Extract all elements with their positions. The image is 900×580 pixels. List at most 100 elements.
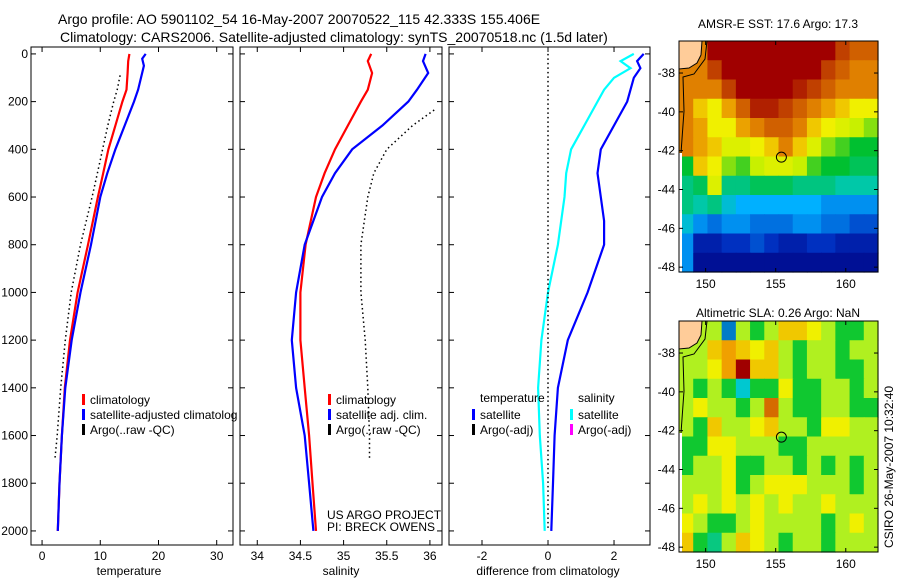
heatmap-cell [721, 98, 737, 119]
legend-label: satellite-adjusted climatolog [90, 408, 237, 422]
heatmap-cell [764, 98, 780, 119]
heatmap-cell [849, 359, 865, 380]
heatmap-cell [693, 118, 709, 138]
heatmap-cell [778, 233, 794, 254]
heatmap-cell [806, 175, 822, 196]
heatmap-cell [750, 156, 765, 177]
heatmap-cell [835, 321, 851, 341]
heatmap-cell [792, 252, 808, 273]
heatmap-cell [764, 359, 780, 380]
heatmap-cell [764, 233, 780, 254]
heatmap-cell [750, 378, 765, 399]
lon-tick-label: 160 [836, 277, 856, 291]
heatmap-cell [721, 60, 737, 81]
heatmap-cell [679, 233, 694, 254]
lat-tick-label: -46 [658, 501, 676, 515]
heatmap-cell [764, 321, 780, 341]
xlabel-temperature: temperature [97, 564, 162, 578]
heatmap-cell [721, 175, 737, 196]
heatmap-cell [735, 340, 751, 361]
heatmap-cell [778, 436, 794, 457]
heatmap-cell [792, 417, 808, 438]
heatmap-cell [693, 378, 709, 399]
heatmap-cell [806, 417, 822, 438]
heatmap-cell [863, 233, 879, 254]
x-tick-label: -2 [477, 549, 488, 563]
heatmap-cell [806, 233, 822, 254]
heatmap-cell [707, 175, 723, 196]
heatmap-cell [750, 321, 765, 341]
x-tick-label: 34.5 [289, 549, 313, 563]
heatmap-cell [735, 494, 751, 515]
heatmap-cell [764, 214, 780, 235]
heatmap-cell [721, 532, 737, 553]
heatmap-cell [792, 513, 808, 534]
heatmap-cell [821, 436, 836, 457]
heatmap-cell [721, 378, 737, 399]
heatmap-cell [778, 359, 794, 380]
heatmap-cell [863, 513, 879, 534]
y-tick-label: 1800 [1, 476, 28, 490]
heatmap-cell [792, 41, 808, 61]
lon-tick-label: 155 [766, 557, 786, 571]
heatmap-cell [835, 455, 851, 476]
heatmap-cell [735, 359, 751, 380]
heatmap-cell [778, 98, 794, 119]
lat-tick-label: -40 [658, 385, 676, 399]
heatmap-cell [863, 398, 879, 418]
lat-tick-label: -44 [658, 463, 676, 477]
coastal-gap [679, 153, 682, 272]
plot-frame [30, 46, 234, 546]
heatmap-cell [863, 175, 879, 196]
heatmap-cell [693, 532, 709, 553]
heatmap-cell [764, 175, 780, 196]
argo-location-marker [775, 431, 787, 443]
heatmap-cell [806, 79, 822, 100]
x-tick-label: 10 [94, 549, 108, 563]
heatmap-cell [707, 214, 723, 235]
heatmap-cell [778, 195, 794, 215]
heatmap-cell [707, 513, 723, 534]
heatmap-cell [821, 359, 836, 380]
heatmap-cell [821, 494, 836, 515]
heatmap-cell [792, 60, 808, 81]
coastline [680, 40, 708, 154]
timestamp-stamp: CSIRO 26-May-2007 10:32:40 [882, 386, 896, 548]
heatmap-cell [863, 378, 879, 399]
sla-map-title: Altimetric SLA: 0.26 Argo: NaN [696, 306, 860, 320]
heatmap-cell [863, 417, 879, 438]
xlabel-salinity: salinity [323, 564, 360, 578]
heatmap-cell [735, 378, 751, 399]
lat-tick-label: -46 [658, 221, 676, 235]
heatmap-cell [679, 417, 694, 438]
heatmap-cell [806, 214, 822, 235]
heatmap-cell [863, 340, 879, 361]
heatmap-cell [792, 340, 808, 361]
map-frame [678, 320, 879, 553]
heatmap-cell [863, 118, 879, 138]
heatmap-cell [721, 513, 737, 534]
heatmap-cell [821, 513, 836, 534]
heatmap-cell [863, 137, 879, 158]
heatmap-cell [806, 455, 822, 476]
heatmap-cell [821, 41, 836, 61]
heatmap-cell [721, 321, 737, 341]
y-tick-label: 1000 [1, 285, 28, 299]
legend-swatch [328, 394, 331, 405]
heatmap-cell [679, 98, 694, 119]
heatmap-cell [735, 98, 751, 119]
heatmap-cell [778, 378, 794, 399]
heatmap-cell [806, 398, 822, 418]
heatmap-cell [764, 137, 780, 158]
heatmap-cell [806, 321, 822, 341]
heatmap-cell [806, 436, 822, 457]
heatmap-cell [863, 156, 879, 177]
series-line-climatology [299, 53, 374, 531]
heatmap-cell [778, 118, 794, 138]
heatmap-cell [764, 340, 780, 361]
lat-tick-label: -44 [658, 183, 676, 197]
heatmap-cell [707, 359, 723, 380]
heatmap-cell [835, 195, 851, 215]
heatmap-cell [693, 195, 709, 215]
heatmap-cell [821, 233, 836, 254]
